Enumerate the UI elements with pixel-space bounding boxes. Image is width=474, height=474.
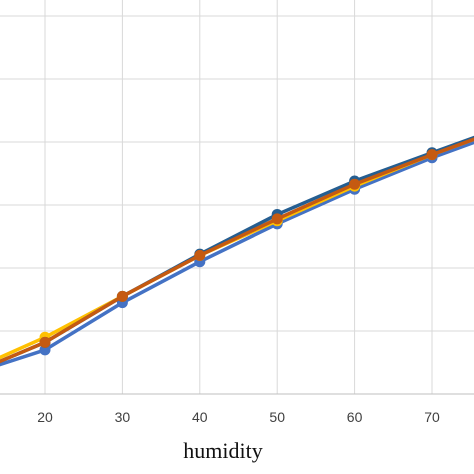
x-tick-labels: 20 30 40 50 60 70: [37, 409, 440, 425]
series-line: [0, 140, 474, 367]
series-line: [0, 137, 474, 364]
series-2: [0, 137, 474, 360]
x-tick-label: 50: [269, 409, 285, 425]
x-tick-label: 60: [347, 409, 363, 425]
x-axis-title: humidity: [183, 438, 262, 463]
series-line: [0, 135, 474, 364]
data-point: [271, 213, 283, 225]
data-point: [194, 249, 206, 261]
data-point: [426, 149, 438, 161]
x-tick-label: 30: [115, 409, 131, 425]
x-tick-label: 40: [192, 409, 208, 425]
x-tick-label: 20: [37, 409, 53, 425]
data-point: [116, 290, 128, 302]
data-point: [39, 336, 51, 348]
series-group: [0, 135, 474, 367]
x-tick-label: 70: [424, 409, 440, 425]
data-point: [349, 178, 361, 190]
series-3: [0, 135, 474, 364]
data-point: [39, 344, 51, 356]
series-4: [0, 137, 474, 364]
